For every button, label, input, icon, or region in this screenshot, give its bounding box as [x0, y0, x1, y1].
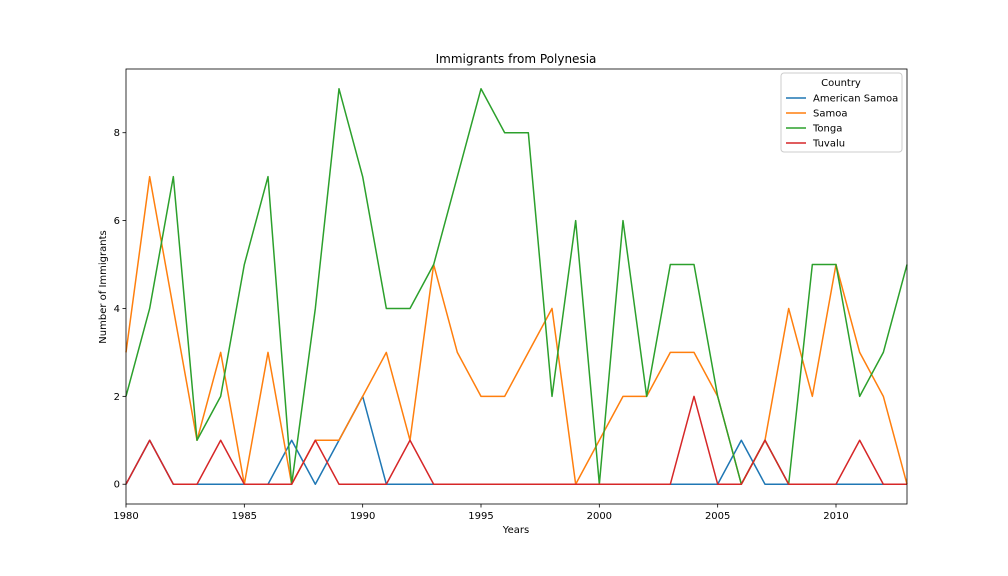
- y-tick-label: 6: [114, 216, 120, 227]
- series-line-samoa: [125, 175, 908, 485]
- legend-box: [780, 72, 903, 153]
- legend-entry-samoa: Samoa: [813, 109, 847, 120]
- x-tick-label: 2000: [587, 511, 612, 522]
- x-tick-label: 2005: [705, 511, 730, 522]
- y-axis: 0 2 4 6 8: [114, 128, 126, 491]
- legend: Country American Samoa Samoa Tonga Tuvalu: [780, 72, 903, 153]
- series-layer: [125, 88, 908, 485]
- legend-entry-tuvalu: Tuvalu: [812, 139, 845, 150]
- y-axis-label: Number of Immigrants: [98, 230, 109, 343]
- x-tick-label: 1995: [468, 511, 493, 522]
- x-axis-label: Years: [502, 525, 529, 536]
- x-tick-label: 1985: [232, 511, 257, 522]
- legend-title: Country: [821, 78, 861, 89]
- x-tick-label: 2010: [823, 511, 848, 522]
- plot-area-frame: [125, 68, 908, 505]
- series-line-tuvalu: [125, 395, 907, 485]
- y-tick-label: 4: [114, 304, 120, 315]
- legend-entry-american-samoa: American Samoa: [813, 94, 898, 105]
- y-tick-label: 8: [114, 128, 120, 139]
- y-tick-label: 0: [114, 480, 120, 491]
- chart-title: Immigrants from Polynesia: [436, 52, 597, 66]
- x-axis: 1980 1985 1990 1995 2000 2005 2010: [113, 504, 849, 522]
- x-tick-label: 1990: [350, 511, 375, 522]
- x-tick-label: 1980: [113, 511, 138, 522]
- legend-entry-tonga: Tonga: [812, 124, 842, 135]
- y-tick-label: 2: [114, 392, 120, 403]
